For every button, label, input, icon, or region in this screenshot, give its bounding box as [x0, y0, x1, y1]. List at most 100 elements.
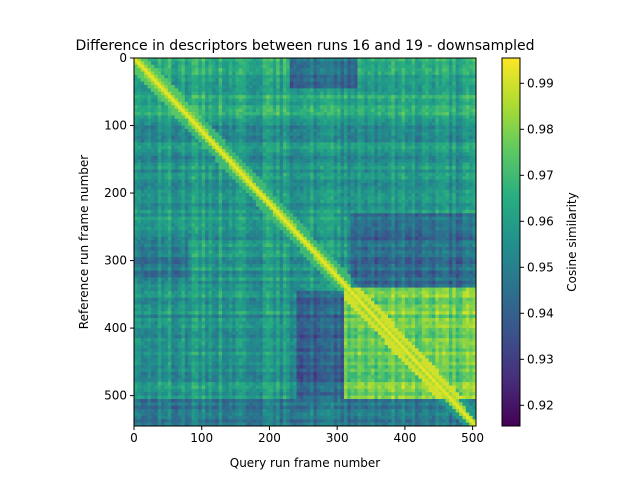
heatmap-cell: [411, 176, 416, 181]
heatmap-cell: [310, 193, 315, 198]
heatmap-cell: [367, 95, 372, 100]
heatmap-cell: [218, 108, 223, 113]
heatmap-cell: [323, 139, 328, 144]
heatmap-cell: [411, 159, 416, 164]
heatmap-cell: [282, 122, 287, 127]
heatmap-cell: [330, 61, 335, 66]
heatmap-cell: [398, 199, 403, 204]
heatmap-cell: [238, 105, 243, 110]
heatmap-cell: [327, 81, 331, 86]
heatmap-cell: [327, 159, 331, 164]
heatmap-cell: [181, 182, 186, 187]
heatmap-cell: [381, 68, 386, 73]
heatmap-cell: [357, 216, 362, 221]
heatmap-cell: [401, 61, 406, 66]
heatmap-cell: [320, 182, 325, 187]
heatmap-cell: [272, 209, 277, 214]
heatmap-cell: [228, 176, 233, 181]
heatmap-cell: [391, 132, 396, 137]
heatmap-cell: [411, 152, 416, 157]
heatmap-cell: [154, 139, 159, 144]
heatmap-cell: [323, 118, 328, 123]
heatmap-cell: [472, 166, 476, 171]
heatmap-cell: [181, 193, 186, 198]
heatmap-cell: [404, 209, 409, 214]
heatmap-cell: [249, 176, 254, 181]
heatmap-cell: [161, 58, 166, 62]
heatmap-cell: [330, 176, 335, 181]
heatmap-cell: [310, 58, 315, 62]
heatmap-cell: [205, 91, 210, 96]
heatmap-cell: [188, 95, 193, 100]
heatmap-cell: [238, 209, 243, 214]
heatmap-cell: [313, 122, 318, 127]
heatmap-cell: [194, 101, 199, 106]
heatmap-cell: [404, 182, 409, 187]
heatmap-cell: [333, 139, 338, 144]
heatmap-cell: [161, 95, 166, 100]
heatmap-cell: [178, 145, 183, 150]
heatmap-cell: [137, 132, 142, 137]
heatmap-cell: [306, 108, 311, 113]
heatmap-cell: [147, 152, 152, 157]
heatmap-cell: [418, 98, 423, 103]
heatmap-cell: [357, 71, 362, 76]
heatmap-cell: [360, 169, 365, 174]
heatmap-cell: [279, 118, 284, 123]
heatmap-cell: [232, 125, 237, 130]
heatmap-cell: [347, 189, 352, 194]
heatmap-cell: [316, 152, 321, 157]
heatmap-cell: [398, 182, 403, 187]
heatmap-cell: [137, 122, 142, 127]
heatmap-cell: [381, 64, 386, 69]
heatmap-cell: [398, 169, 403, 174]
heatmap-cell: [469, 74, 474, 79]
heatmap-cell: [208, 186, 213, 191]
heatmap-cell: [472, 71, 476, 76]
heatmap-cell: [259, 220, 264, 225]
heatmap-cell: [171, 189, 176, 194]
heatmap-cell: [350, 203, 355, 208]
heatmap-cell: [299, 139, 304, 144]
heatmap-cell: [235, 128, 240, 133]
heatmap-cell: [218, 182, 223, 187]
heatmap-cell: [147, 189, 152, 194]
heatmap-cell: [276, 182, 281, 187]
heatmap-cell: [171, 193, 176, 198]
heatmap-cell: [371, 68, 376, 73]
heatmap-cell: [462, 166, 467, 171]
heatmap-cell: [401, 179, 406, 184]
heatmap-cell: [367, 162, 372, 167]
heatmap-cell: [228, 61, 233, 66]
heatmap-cell: [462, 74, 467, 79]
heatmap-cell: [438, 209, 443, 214]
heatmap-cell: [354, 98, 359, 103]
heatmap-cell: [442, 166, 447, 171]
heatmap-cell: [452, 64, 457, 69]
heatmap-cell: [167, 105, 172, 110]
heatmap-cell: [462, 186, 467, 191]
heatmap-cell: [418, 74, 423, 79]
heatmap-cell: [293, 220, 298, 225]
heatmap-cell: [343, 179, 348, 184]
heatmap-cell: [313, 91, 318, 96]
heatmap-cell: [435, 186, 440, 191]
heatmap-cell: [144, 91, 149, 96]
heatmap-cell: [171, 145, 176, 150]
heatmap-cell: [164, 145, 169, 150]
heatmap-cell: [164, 132, 169, 137]
heatmap-cell: [333, 88, 338, 93]
heatmap-cell: [255, 142, 260, 147]
heatmap-cell: [452, 166, 457, 171]
heatmap-cell: [384, 176, 389, 181]
heatmap-cell: [387, 105, 392, 110]
heatmap-cell: [340, 203, 345, 208]
heatmap-cell: [279, 128, 284, 133]
heatmap-cell: [249, 71, 254, 76]
heatmap-cell: [225, 176, 230, 181]
heatmap-cell: [272, 179, 277, 184]
heatmap-cell: [354, 61, 359, 66]
heatmap-cell: [178, 199, 183, 204]
heatmap-cell: [387, 61, 392, 66]
heatmap-cell: [137, 88, 142, 93]
